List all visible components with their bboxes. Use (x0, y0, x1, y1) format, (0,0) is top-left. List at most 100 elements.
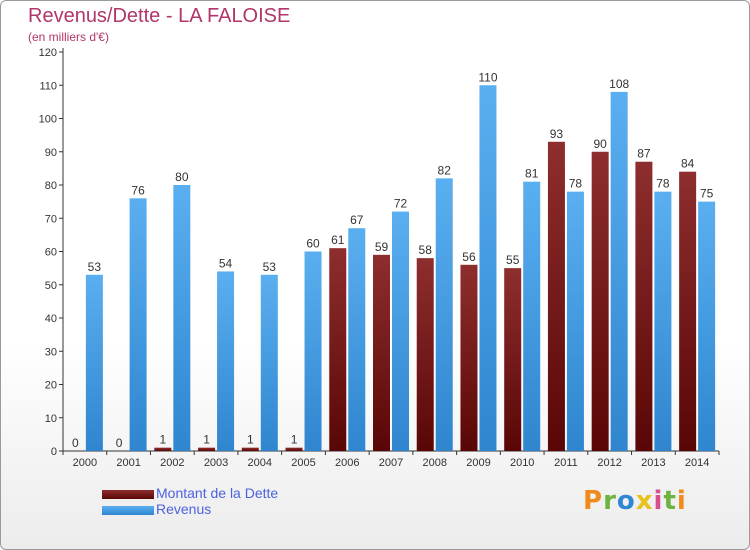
bar-dette (285, 447, 303, 451)
bar-dette (460, 264, 478, 451)
bar-dette (154, 447, 172, 451)
data-label-revenus: 75 (700, 187, 714, 201)
data-label-dette: 84 (681, 157, 695, 171)
x-tick-label: 2001 (116, 457, 140, 469)
data-label-revenus: 78 (656, 177, 670, 191)
bar-revenus (479, 85, 497, 451)
logo-letter: o (616, 486, 636, 516)
y-tick-label: 40 (45, 313, 57, 325)
y-tick-label: 20 (45, 380, 57, 392)
logo-letter: r (603, 486, 617, 516)
x-tick-label: 2005 (291, 457, 315, 469)
y-tick-label: 0 (51, 446, 57, 458)
y-tick-label: 80 (45, 180, 57, 192)
bar-dette (504, 268, 522, 451)
data-label-dette: 61 (331, 233, 345, 247)
y-tick-label: 30 (45, 346, 57, 358)
data-label-dette: 1 (291, 433, 298, 447)
y-tick-label: 60 (45, 247, 57, 259)
y-tick-label: 70 (45, 213, 57, 225)
data-label-revenus: 82 (438, 163, 452, 177)
data-label-dette: 0 (116, 436, 123, 450)
data-label-revenus: 53 (88, 260, 102, 274)
x-tick-label: 2011 (554, 457, 578, 469)
bar-dette (373, 254, 390, 451)
y-tick-label: 10 (45, 413, 57, 425)
bar-revenus (348, 228, 366, 451)
data-label-dette: 55 (506, 253, 520, 267)
logo-letter: P (583, 486, 604, 516)
data-label-revenus: 81 (525, 167, 539, 181)
data-label-dette: 87 (637, 147, 651, 161)
logo-letter: x (635, 486, 654, 516)
y-tick-label: 110 (39, 80, 57, 92)
logo-letter: i (676, 486, 687, 516)
data-label-revenus: 67 (350, 213, 364, 227)
data-label-revenus: 72 (394, 197, 408, 211)
bars (85, 85, 716, 452)
bar-revenus (392, 211, 409, 451)
y-tick-label: 100 (39, 114, 57, 126)
y-axis: 0 10 20 30 40 50 60 70 80 90 100 110 120 (39, 47, 64, 458)
bar-dette (198, 447, 216, 451)
legend-label-dette: Montant de la Dette (156, 485, 279, 501)
x-tick-label: 2008 (422, 457, 446, 469)
bar-revenus (698, 201, 716, 451)
bar-revenus (85, 274, 103, 451)
bar-revenus (566, 191, 584, 451)
data-label-revenus: 80 (175, 170, 189, 184)
x-tick-label: 2013 (641, 457, 665, 469)
data-label-revenus: 110 (478, 70, 497, 84)
data-label-revenus: 60 (306, 237, 320, 251)
x-axis: 2000 2001 2002 2003 2004 2005 2006 2007 2008 2009… (62, 450, 720, 469)
x-tick-label: 2010 (510, 457, 534, 469)
chart-subtitle: (en milliers d'€) (28, 30, 109, 44)
data-label-revenus: 78 (569, 177, 583, 191)
data-label-dette: 1 (203, 433, 210, 447)
legend-label-revenus: Revenus (156, 501, 212, 517)
logo-letter: i (653, 486, 664, 516)
bar-dette (635, 161, 653, 451)
data-label-revenus: 54 (219, 256, 233, 270)
x-tick-label: 2002 (160, 457, 184, 469)
bar-revenus (129, 198, 147, 451)
y-tick-label: 50 (45, 280, 57, 292)
chart-title: Revenus/Dette - LA FALOISE (28, 5, 291, 27)
x-tick-label: 2007 (379, 457, 403, 469)
x-tick-label: 2004 (248, 457, 272, 469)
data-label-dette: 56 (462, 250, 476, 264)
data-labels: 0 53 0 76 1 80 1 54 1 53 1 60 61 67 59 72 58 82 56 110 55 81 9… (72, 70, 714, 450)
bar-dette (679, 171, 697, 451)
x-tick-label: 2003 (204, 457, 228, 469)
logo-letter: t (663, 486, 677, 516)
y-tick-label: 90 (45, 147, 57, 159)
bar-revenus (260, 274, 278, 451)
data-label-dette: 93 (550, 127, 564, 141)
data-label-dette: 90 (593, 137, 607, 151)
x-tick-label: 2009 (466, 457, 490, 469)
bar-revenus (610, 91, 628, 452)
data-label-revenus: 53 (263, 260, 277, 274)
legend-swatch-dette (102, 490, 154, 499)
bar-revenus (654, 191, 672, 451)
bar-revenus (304, 251, 322, 451)
bar-revenus (523, 181, 541, 452)
bar-dette (591, 151, 609, 451)
bar-dette (241, 447, 259, 451)
bar-revenus (173, 185, 191, 451)
data-label-dette: 1 (159, 433, 166, 447)
legend-swatch-revenus (102, 506, 154, 515)
bar-dette (329, 248, 347, 451)
bar-revenus (435, 178, 453, 451)
data-label-revenus: 108 (609, 77, 629, 91)
data-label-revenus: 76 (131, 183, 145, 197)
x-tick-label: 2014 (685, 457, 709, 469)
data-label-dette: 58 (419, 243, 433, 257)
data-label-dette: 0 (72, 436, 79, 450)
proxiti-logo: Proxiti (583, 486, 687, 516)
bar-revenus (217, 271, 235, 451)
x-tick-label: 2000 (73, 457, 97, 469)
x-tick-label: 2012 (597, 457, 621, 469)
